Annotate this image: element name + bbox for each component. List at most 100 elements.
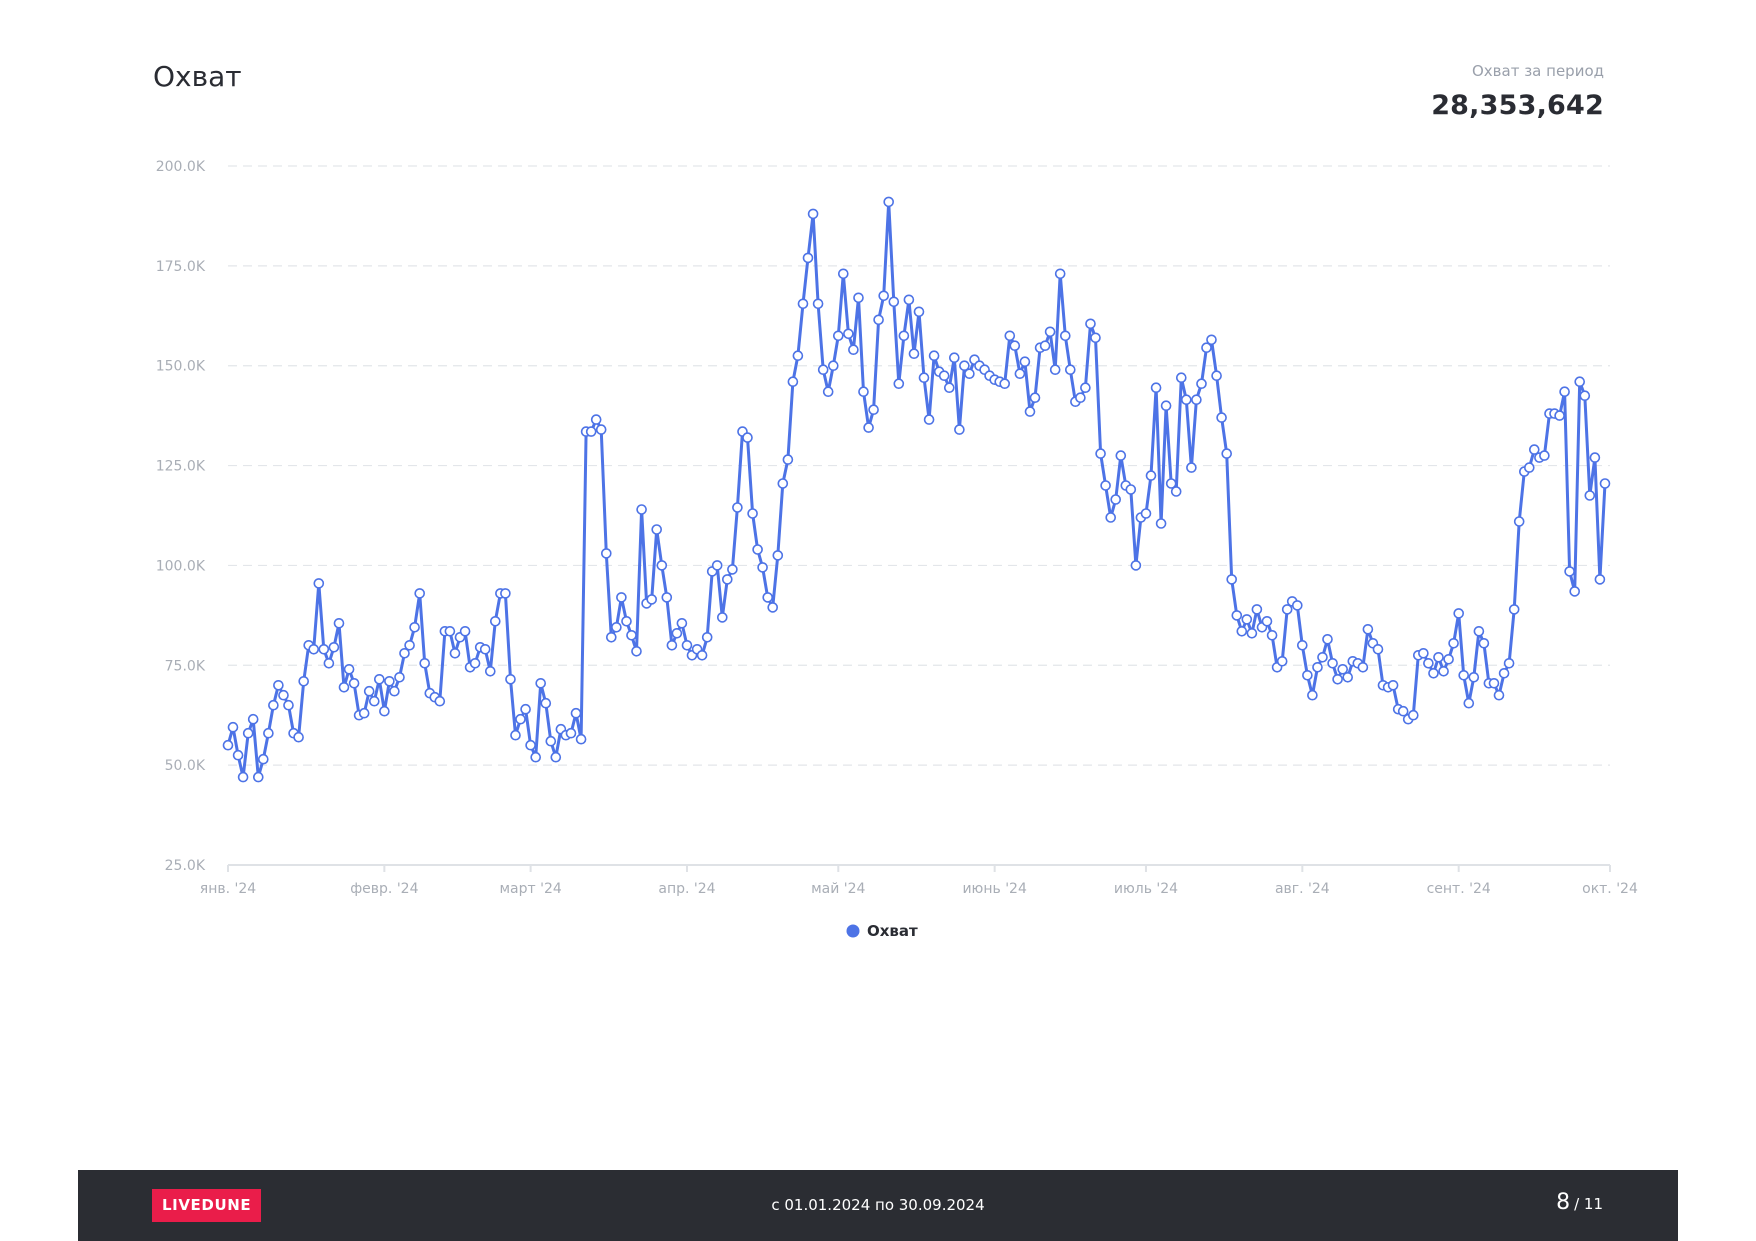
data-point[interactable] <box>338 681 350 693</box>
data-point[interactable] <box>1176 372 1187 384</box>
data-point[interactable] <box>600 548 612 559</box>
data-point[interactable] <box>1115 450 1127 461</box>
data-point[interactable] <box>237 771 249 783</box>
data-point[interactable] <box>1302 669 1313 681</box>
data-point[interactable] <box>1327 657 1338 669</box>
data-point[interactable] <box>595 424 607 435</box>
data-point[interactable] <box>333 617 345 629</box>
data-point[interactable] <box>1317 651 1328 663</box>
data-point[interactable] <box>636 504 647 515</box>
data-point[interactable] <box>837 268 849 280</box>
data-point[interactable] <box>1196 378 1207 390</box>
data-point[interactable] <box>1493 689 1505 701</box>
data-point[interactable] <box>918 372 930 384</box>
data-point[interactable] <box>1478 637 1490 649</box>
data-point[interactable] <box>621 615 632 627</box>
data-point[interactable] <box>232 749 244 761</box>
data-point[interactable] <box>414 588 426 599</box>
data-point[interactable] <box>1054 268 1066 280</box>
data-point[interactable] <box>732 502 743 513</box>
data-point[interactable] <box>1075 392 1086 404</box>
data-point[interactable] <box>964 368 975 380</box>
data-point[interactable] <box>1443 653 1454 665</box>
data-point[interactable] <box>868 404 879 416</box>
data-point[interactable] <box>893 378 905 390</box>
data-point[interactable] <box>469 657 481 669</box>
data-point[interactable] <box>666 639 678 651</box>
data-point[interactable] <box>762 592 774 603</box>
data-point[interactable] <box>721 574 733 585</box>
data-point[interactable] <box>1423 657 1434 669</box>
data-point[interactable] <box>1251 604 1263 615</box>
data-point[interactable] <box>767 602 779 613</box>
data-point[interactable] <box>1206 334 1217 346</box>
data-point[interactable] <box>394 671 405 683</box>
data-point[interactable] <box>343 663 355 675</box>
data-point[interactable] <box>358 707 370 719</box>
data-point[interactable] <box>379 705 390 717</box>
data-point[interactable] <box>525 739 536 751</box>
data-point[interactable] <box>1246 627 1258 639</box>
data-point[interactable] <box>1554 410 1565 421</box>
data-point[interactable] <box>227 721 239 733</box>
data-point[interactable] <box>399 647 410 659</box>
data-point[interactable] <box>938 370 950 382</box>
data-point[interactable] <box>928 350 940 362</box>
data-point[interactable] <box>283 699 294 711</box>
data-point[interactable] <box>368 695 380 707</box>
data-point[interactable] <box>1438 665 1449 677</box>
data-point[interactable] <box>1503 657 1515 669</box>
data-point[interactable] <box>373 673 385 685</box>
data-point[interactable] <box>500 588 511 599</box>
data-point[interactable] <box>1589 452 1601 463</box>
data-point[interactable] <box>404 639 415 651</box>
data-point[interactable] <box>520 703 531 715</box>
data-point[interactable] <box>1095 448 1106 459</box>
data-point[interactable] <box>1261 615 1273 627</box>
data-point[interactable] <box>328 641 340 653</box>
data-point[interactable] <box>1559 386 1570 398</box>
data-point[interactable] <box>1049 364 1061 376</box>
data-point[interactable] <box>1322 633 1333 645</box>
data-point[interactable] <box>747 508 758 519</box>
data-point[interactable] <box>1539 450 1550 461</box>
data-point[interactable] <box>1019 356 1031 368</box>
data-point[interactable] <box>822 386 834 398</box>
data-point[interactable] <box>1357 661 1369 673</box>
data-point[interactable] <box>873 314 884 326</box>
data-point[interactable] <box>943 382 955 394</box>
data-point[interactable] <box>1408 709 1419 721</box>
data-point[interactable] <box>1498 667 1510 679</box>
data-point[interactable] <box>318 643 330 655</box>
data-point[interactable] <box>853 292 864 304</box>
data-point[interactable] <box>777 478 789 489</box>
data-point[interactable] <box>409 621 420 633</box>
data-point[interactable] <box>1211 370 1222 382</box>
data-point[interactable] <box>1029 392 1041 404</box>
data-point[interactable] <box>1307 689 1318 701</box>
data-point[interactable] <box>1458 669 1469 681</box>
data-point[interactable] <box>1448 637 1459 649</box>
data-point[interactable] <box>807 208 819 220</box>
data-point[interactable] <box>1140 508 1152 519</box>
data-point[interactable] <box>434 695 446 707</box>
data-point[interactable] <box>1281 604 1293 615</box>
data-point[interactable] <box>247 713 259 725</box>
data-point[interactable] <box>1513 516 1525 527</box>
data-point[interactable] <box>858 386 869 398</box>
data-point[interactable] <box>570 707 582 719</box>
data-point[interactable] <box>1221 448 1232 459</box>
data-point[interactable] <box>716 612 728 623</box>
data-point[interactable] <box>1453 608 1464 619</box>
data-point[interactable] <box>676 617 688 629</box>
data-point[interactable] <box>479 643 491 655</box>
data-point[interactable] <box>298 675 310 687</box>
data-point[interactable] <box>908 348 920 360</box>
data-point[interactable] <box>1201 342 1212 354</box>
data-point[interactable] <box>1468 671 1480 683</box>
legend[interactable]: Охват <box>846 922 919 940</box>
data-point[interactable] <box>489 615 501 627</box>
data-point[interactable] <box>1085 318 1096 330</box>
data-point[interactable] <box>832 330 844 342</box>
data-point[interactable] <box>278 689 289 701</box>
